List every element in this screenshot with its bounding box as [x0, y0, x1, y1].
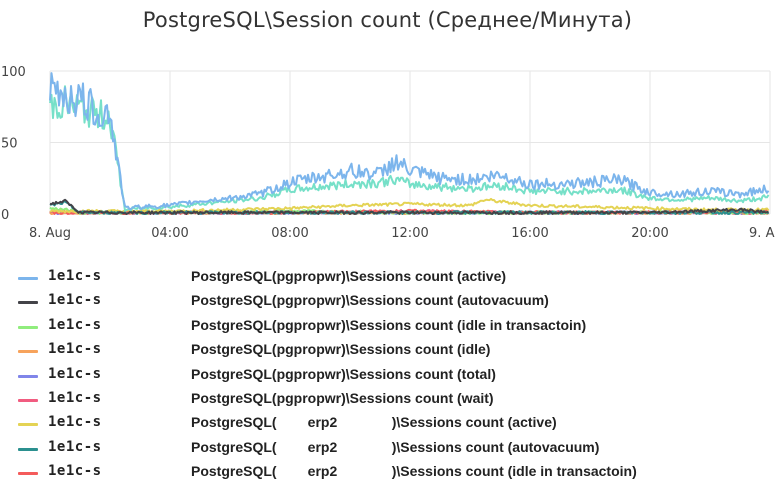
x-tick-label: 20:00: [631, 226, 668, 241]
legend-swatch: [18, 350, 38, 354]
legend-swatch: [18, 472, 38, 476]
legend-swatch: [18, 398, 38, 402]
legend-series-label: PostgreSQL(pgpropwr)\Sessions count (act…: [191, 268, 507, 284]
legend-host-label: 1e1c-s: [48, 438, 102, 455]
x-tick-label: 8. Aug: [29, 226, 71, 241]
legend-item[interactable]: 1e1c-s PostgreSQL( erp2 )\Sessions count …: [18, 439, 773, 463]
legend-host-label: 1e1c-s: [48, 341, 102, 358]
legend-series-label: PostgreSQL(pgpropwr)\Sessions count (idl…: [191, 341, 491, 358]
legend-host-label: 1e1c-s: [48, 389, 102, 406]
legend-host-label: 1e1c-s: [48, 268, 102, 284]
series-line: [49, 198, 769, 215]
legend-swatch: [18, 301, 38, 305]
x-tick-label: 08:00: [271, 226, 308, 241]
x-tick-label: 12:00: [391, 226, 428, 241]
legend-series-label: PostgreSQL( erp2 )\Sessions count (autov…: [191, 438, 600, 455]
legend-item[interactable]: 1e1c-s PostgreSQL(pgpropwr)\Sessions coun…: [18, 268, 773, 292]
y-tick-label: 100: [1, 65, 26, 80]
legend-swatch: [18, 447, 38, 451]
legend-swatch: [18, 277, 38, 280]
legend-host-label: 1e1c-s: [48, 414, 102, 431]
legend-host-label: 1e1c-s: [48, 365, 102, 382]
legend-item[interactable]: 1e1c-s PostgreSQL( erp2 )\Sessions count …: [18, 414, 773, 438]
series-line: [49, 72, 770, 211]
series-line: [49, 85, 770, 212]
legend-series-label: PostgreSQL( erp2 )\Sessions count (idle …: [191, 463, 637, 480]
legend-item[interactable]: 1e1c-s PostgreSQL(pgpropwr)\Sessions coun…: [18, 317, 773, 341]
legend-item[interactable]: 1e1c-s PostgreSQL(pgpropwr)\Sessions coun…: [18, 292, 773, 316]
legend-series-label: PostgreSQL(pgpropwr)\Sessions count (idl…: [191, 316, 587, 333]
chart-plot: 100 50 0 8. Aug 04:00 08:00 12:00 16:00 20:00 9. …: [1, 65, 775, 241]
legend-series-label: PostgreSQL(pgpropwr)\Sessions count (aut…: [191, 292, 549, 309]
legend-item[interactable]: 1e1c-s PostgreSQL(pgpropwr)\Sessions coun…: [18, 341, 773, 365]
legend-host-label: 1e1c-s: [48, 463, 102, 480]
legend-item[interactable]: 1e1c-s PostgreSQL( erp2 )\Sessions count …: [18, 463, 773, 487]
x-tick-label: 9. Aug: [749, 226, 775, 241]
legend-item[interactable]: 1e1c-s PostgreSQL(pgpropwr)\Sessions coun…: [18, 366, 773, 390]
legend-swatch: [18, 374, 38, 378]
legend-swatch: [18, 325, 38, 329]
chart-title: PostgreSQL\Session count (Среднее/Минута…: [142, 8, 633, 32]
x-tick-label: 04:00: [151, 226, 188, 241]
legend-item[interactable]: 1e1c-s PostgreSQL(pgpropwr)\Sessions coun…: [18, 390, 773, 414]
legend-series-label: PostgreSQL( erp2 )\Sessions count (activ…: [191, 414, 557, 431]
legend-host-label: 1e1c-s: [48, 292, 102, 309]
series-line: [49, 208, 769, 215]
y-tick-label: 50: [1, 137, 18, 152]
y-tick-label: 0: [1, 208, 9, 223]
legend: 1e1c-s PostgreSQL(pgpropwr)\Sessions coun…: [18, 268, 773, 488]
legend-swatch: [18, 423, 38, 427]
x-tick-label: 16:00: [511, 226, 548, 241]
legend-series-label: PostgreSQL(pgpropwr)\Sessions count (wai…: [191, 389, 494, 406]
legend-host-label: 1e1c-s: [48, 316, 102, 333]
legend-series-label: PostgreSQL(pgpropwr)\Sessions count (tot…: [191, 365, 496, 382]
